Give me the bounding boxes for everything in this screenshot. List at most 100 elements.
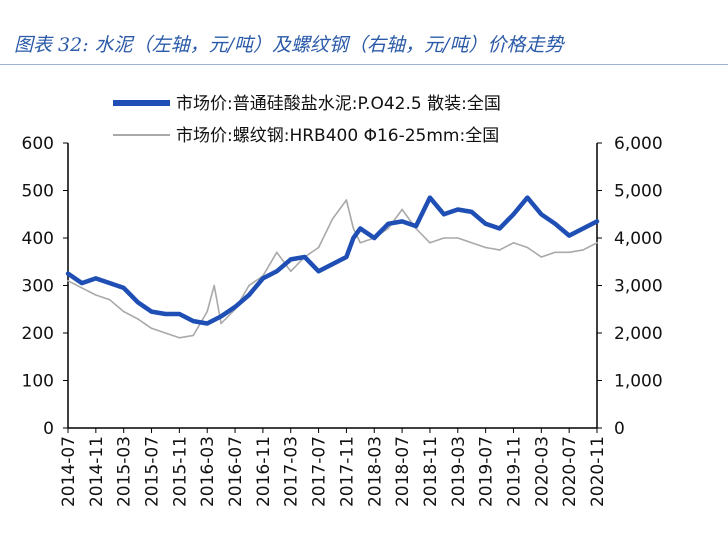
point-cement — [554, 223, 556, 225]
point-cement — [178, 313, 181, 315]
point-rebar — [526, 246, 529, 249]
title-divider — [0, 64, 728, 65]
point-cement — [470, 211, 473, 213]
point-rebar — [276, 251, 278, 254]
point-cement — [387, 223, 390, 225]
point-rebar — [136, 318, 139, 320]
point-rebar — [568, 251, 570, 254]
point-rebar — [401, 208, 403, 211]
left-tick-label: 0 — [43, 419, 54, 439]
point-rebar — [443, 237, 445, 239]
point-cement — [345, 256, 348, 258]
right-tick-label: 6,000 — [614, 134, 663, 154]
x-tick-label: 2020-07 — [560, 436, 580, 507]
point-rebar — [331, 218, 334, 220]
point-cement — [429, 196, 431, 199]
x-tick-label: 2019-03 — [449, 436, 469, 507]
point-cement — [526, 196, 529, 199]
left-tick-label: 300 — [22, 277, 54, 297]
point-cement — [95, 277, 97, 280]
point-rebar — [220, 322, 222, 325]
left-tick-label: 600 — [22, 134, 54, 154]
x-tick-label: 2020-03 — [532, 436, 552, 507]
x-tick-label: 2016-07 — [226, 436, 246, 507]
right-tick-label: 4,000 — [614, 229, 663, 249]
point-cement — [596, 220, 598, 223]
left-tick-label: 500 — [22, 182, 54, 202]
chart-title: 图表 32: 水泥（左轴，元/吨）及螺纹钢（右轴，元/吨）价格走势 — [14, 34, 564, 56]
series-lines — [65, 195, 600, 339]
point-rebar — [289, 270, 292, 273]
left-tick-label: 200 — [22, 324, 54, 344]
point-cement — [540, 213, 543, 216]
point-rebar — [122, 310, 125, 313]
x-tick-label: 2018-11 — [421, 436, 441, 507]
x-tick-label: 2020-11 — [588, 436, 608, 507]
x-tick-label: 2018-03 — [365, 436, 385, 507]
point-cement — [136, 301, 139, 303]
point-rebar — [192, 334, 195, 337]
point-cement — [206, 322, 208, 325]
point-cement — [317, 270, 320, 273]
x-tick-label: 2018-07 — [393, 436, 413, 507]
point-rebar — [429, 242, 431, 244]
point-rebar — [206, 310, 208, 313]
point-cement — [359, 227, 362, 230]
point-cement — [262, 277, 264, 280]
point-rebar — [178, 337, 181, 339]
point-cement — [164, 313, 167, 315]
point-rebar — [387, 227, 390, 230]
x-tick-label: 2017-11 — [337, 436, 357, 507]
point-cement — [331, 263, 334, 265]
x-tick-label: 2015-07 — [143, 436, 163, 507]
point-cement — [512, 213, 515, 216]
point-cement — [443, 213, 445, 216]
right-tick-label: 2,000 — [614, 324, 663, 344]
legend-label-cement: 市场价:普通硅酸盐水泥:P.O42.5 散装:全国 — [176, 94, 501, 114]
point-rebar — [248, 284, 250, 287]
x-tick-label: 2016-11 — [254, 436, 274, 507]
point-cement — [81, 282, 83, 284]
point-cement — [498, 227, 501, 230]
point-rebar — [470, 242, 473, 244]
point-rebar — [109, 299, 111, 301]
point-rebar — [150, 327, 153, 330]
point-cement — [373, 237, 376, 239]
x-tick-label: 2015-03 — [115, 436, 135, 507]
x-tick-label: 2019-07 — [477, 436, 497, 507]
point-cement — [234, 306, 236, 308]
series-line-cement — [65, 195, 600, 326]
right-tick-label: 1,000 — [614, 372, 663, 392]
point-rebar — [359, 242, 362, 244]
x-tick-label: 2014-11 — [87, 436, 107, 507]
point-rebar — [95, 294, 97, 296]
axis-ticks: 0 100 200 300 400 500 600 0 1,000 2,000 3,000 4,000… — [22, 134, 663, 507]
point-rebar — [81, 287, 83, 289]
point-cement — [150, 310, 153, 313]
point-cement — [401, 220, 403, 223]
point-cement — [220, 315, 222, 318]
point-cement — [568, 234, 570, 237]
legend-label-rebar: 市场价:螺纹钢:HRB400 Φ16-25mm:全国 — [176, 126, 499, 146]
x-tick-label: 2014-07 — [59, 436, 79, 507]
point-rebar — [554, 251, 556, 254]
right-tick-label: 3,000 — [614, 277, 663, 297]
point-rebar — [67, 280, 69, 282]
point-cement — [289, 258, 292, 261]
point-cement — [67, 272, 69, 275]
point-cement — [582, 227, 584, 230]
point-cement — [109, 282, 111, 284]
x-tick-label: 2016-03 — [198, 436, 218, 507]
point-rebar — [498, 249, 501, 251]
point-cement — [122, 287, 125, 289]
x-tick-label: 2015-11 — [170, 436, 190, 507]
left-tick-label: 100 — [22, 372, 54, 392]
point-cement — [415, 225, 417, 227]
point-cement — [303, 256, 306, 258]
point-cement — [484, 223, 487, 225]
point-rebar — [164, 332, 167, 334]
x-tick-label: 2019-11 — [504, 436, 524, 507]
point-rebar — [213, 284, 215, 287]
point-rebar — [345, 199, 348, 201]
